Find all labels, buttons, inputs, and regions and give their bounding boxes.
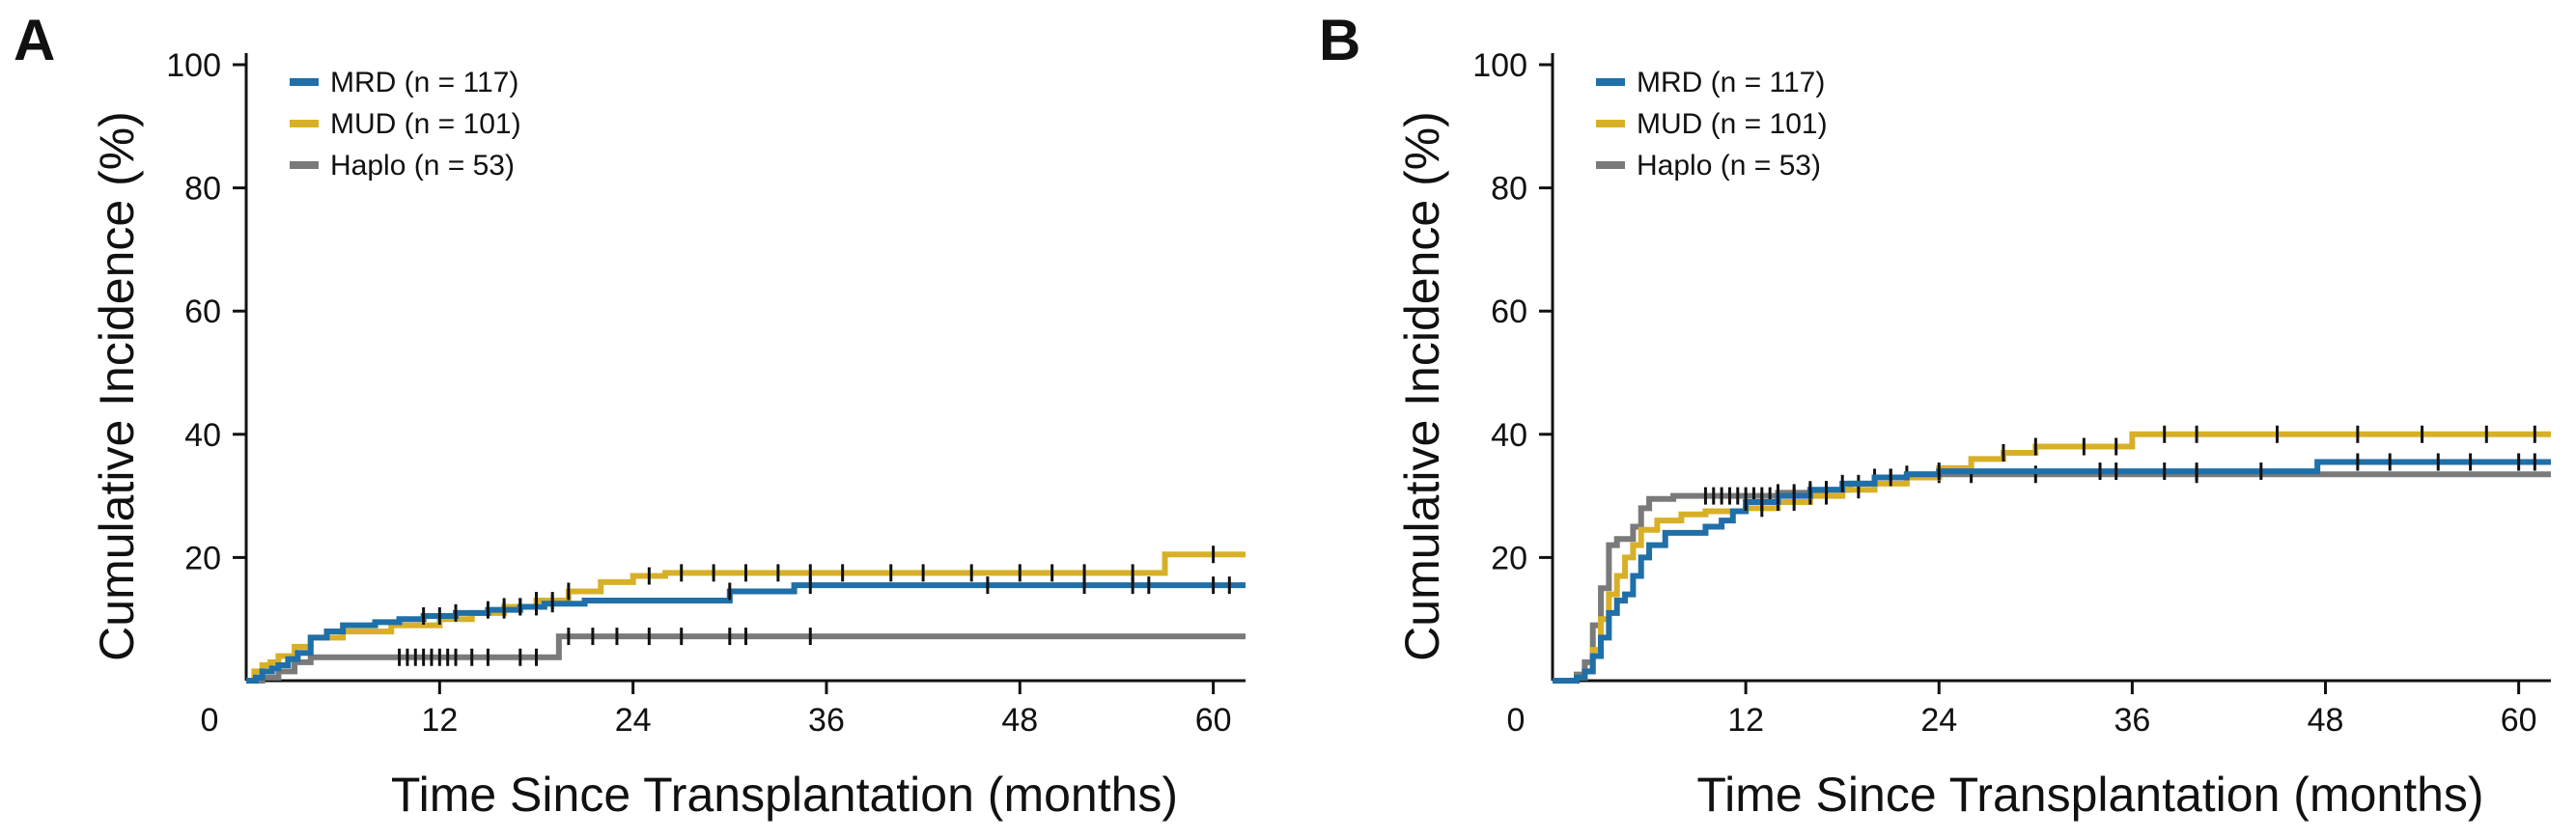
y-tick-label: 60 [1491,294,1527,330]
x-tick-label: 24 [1920,702,1957,739]
legend-label: Haplo (n = 53) [330,150,515,182]
x-tick-label: 36 [808,702,845,739]
y-tick-label: 80 [184,171,221,208]
x-tick-label: 12 [1727,702,1764,739]
y-tick-label: 20 [1491,540,1527,576]
y-tick-label: 20 [184,540,221,576]
series-line-1 [1553,431,2551,684]
legend-label: MRD (n = 117) [330,67,518,98]
series-line-2 [1553,471,2551,684]
y-tick-label: 40 [1491,417,1527,454]
y-tick-label: 80 [1491,171,1527,208]
x-tick-label: 48 [2308,702,2344,739]
panel-letter: A [14,8,55,72]
series-line-0 [246,582,1246,684]
y-axis-title: Cumulative Incidence (%) [1395,111,1449,661]
y-axis-title: Cumulative Incidence (%) [90,111,144,661]
panel-letter: B [1319,8,1360,72]
legend-label: MUD (n = 101) [1637,108,1828,140]
panel-b: B 0 12 24 36 48 60 20 40 60 80 100 Time Since Transp… [1319,8,2551,822]
x-tick-label: 60 [1195,702,1232,739]
x-axis-title: Time Since Transplantation (months) [391,768,1178,822]
y-tick-label: 100 [1472,47,1527,84]
legend-label: MUD (n = 101) [330,108,521,140]
legend-label: Haplo (n = 53) [1637,150,1821,182]
series-line-1 [246,551,1246,684]
x-tick-label: 36 [2114,702,2150,739]
y-tick-label: 100 [166,47,221,84]
legend-label: MRD (n = 117) [1637,67,1825,98]
x-tick-label: 0 [201,702,219,739]
x-tick-label: 60 [2501,702,2537,739]
x-tick-label: 12 [421,702,458,739]
y-tick-label: 60 [184,294,221,330]
x-axis-title: Time Since Transplantation (months) [1696,768,2483,822]
panel-a: A 0 12 24 36 48 60 20 40 60 80 100 Time Since Transp… [14,8,1246,822]
y-tick-label: 40 [184,417,221,454]
series-line-0 [1553,459,2551,684]
x-tick-label: 48 [1001,702,1038,739]
x-tick-label: 24 [615,702,652,739]
x-tick-label: 0 [1507,702,1526,739]
